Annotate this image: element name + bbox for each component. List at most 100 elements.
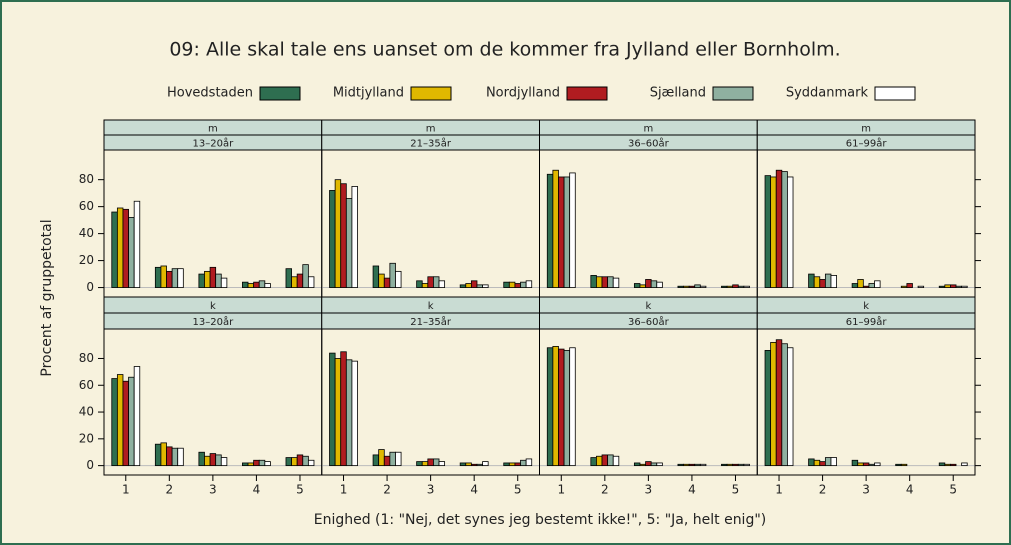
bar: [154, 266, 162, 288]
bar: [787, 176, 794, 288]
bar: [857, 279, 864, 288]
strip-label: m: [861, 124, 871, 135]
bar: [944, 284, 951, 288]
bar: [569, 172, 576, 288]
bar: [133, 366, 141, 467]
bar: [247, 462, 255, 467]
bar: [508, 462, 516, 467]
bar: [699, 463, 707, 467]
strip-label: 13–20år: [193, 315, 235, 328]
y-tick-label: 20: [79, 253, 94, 267]
bar: [345, 198, 353, 288]
bar: [503, 462, 510, 467]
bar: [633, 462, 641, 467]
bar: [732, 463, 739, 467]
bar: [334, 358, 342, 467]
bar: [383, 455, 391, 467]
y-tick-label: 40: [79, 226, 94, 240]
strip-label: k: [863, 301, 869, 312]
bar: [639, 284, 646, 288]
bar: [743, 463, 750, 467]
bar: [291, 457, 298, 467]
y-tick-label: 20: [79, 431, 94, 445]
bar: [416, 461, 423, 467]
legend-label: Hovedstaden: [167, 86, 253, 101]
bar: [503, 281, 510, 288]
bar: [895, 463, 902, 467]
legend-swatch: [712, 86, 754, 101]
bar: [198, 273, 205, 288]
bar: [482, 284, 489, 288]
chart-title: 09: Alle skal tale ens uanset om de komm…: [169, 39, 840, 61]
bar: [465, 462, 472, 467]
strip-label: 21–35år: [410, 137, 452, 150]
bar: [612, 455, 620, 467]
bar: [781, 171, 788, 288]
bar: [340, 351, 347, 467]
bar: [650, 280, 658, 288]
bar: [514, 283, 521, 288]
bar: [253, 459, 260, 467]
y-axis-label: Procent af gruppetotal: [39, 219, 55, 376]
bar: [171, 268, 179, 288]
bar: [220, 457, 228, 467]
x-tick-label: 2: [166, 483, 174, 497]
bar: [520, 459, 527, 467]
bar: [961, 462, 968, 467]
bar: [552, 346, 559, 467]
bar: [307, 459, 315, 467]
bar: [732, 284, 739, 288]
x-axis-label: Enighed (1: "Nej, det synes jeg bestemt …: [314, 512, 767, 528]
legend-label: Nordjylland: [486, 86, 560, 101]
bar: [378, 449, 385, 467]
x-tick-label: 5: [732, 483, 740, 497]
bar: [721, 285, 728, 288]
bar: [558, 348, 565, 467]
bar: [334, 179, 342, 288]
x-tick-label: 4: [470, 483, 478, 497]
x-tick-label: 4: [253, 483, 261, 497]
y-tick-label: 40: [79, 405, 94, 419]
y-tick-label: 0: [86, 280, 94, 294]
bar: [645, 461, 652, 467]
bar: [459, 284, 467, 288]
bar: [209, 453, 217, 467]
bar: [340, 183, 347, 288]
strip-label: 36–60år: [628, 137, 670, 150]
bar: [596, 276, 603, 288]
bar: [851, 283, 859, 288]
x-tick-label: 5: [296, 483, 304, 497]
bar: [552, 169, 559, 288]
bar: [116, 207, 124, 288]
bar: [683, 463, 690, 467]
bar: [215, 454, 222, 467]
bar: [787, 347, 794, 467]
bar: [264, 283, 271, 288]
bar: [433, 276, 440, 288]
bar: [813, 459, 821, 467]
bar: [656, 462, 663, 467]
bar: [656, 281, 663, 288]
bar: [590, 457, 597, 467]
bar: [421, 283, 429, 288]
bar: [476, 463, 483, 467]
bar: [737, 463, 745, 467]
bar: [961, 285, 968, 288]
bar: [258, 280, 266, 288]
bar: [345, 359, 353, 467]
bar: [824, 457, 832, 467]
bar: [868, 283, 875, 288]
strip-label: m: [208, 124, 218, 135]
bar: [563, 350, 571, 467]
y-tick-label: 60: [79, 199, 94, 213]
bar: [525, 458, 533, 467]
legend-swatch: [874, 86, 916, 101]
bar: [900, 285, 908, 288]
bar: [688, 285, 696, 288]
bar: [874, 280, 881, 288]
bar: [427, 458, 434, 467]
bar: [351, 186, 358, 288]
bar: [433, 458, 440, 467]
strip-label: k: [428, 301, 434, 312]
